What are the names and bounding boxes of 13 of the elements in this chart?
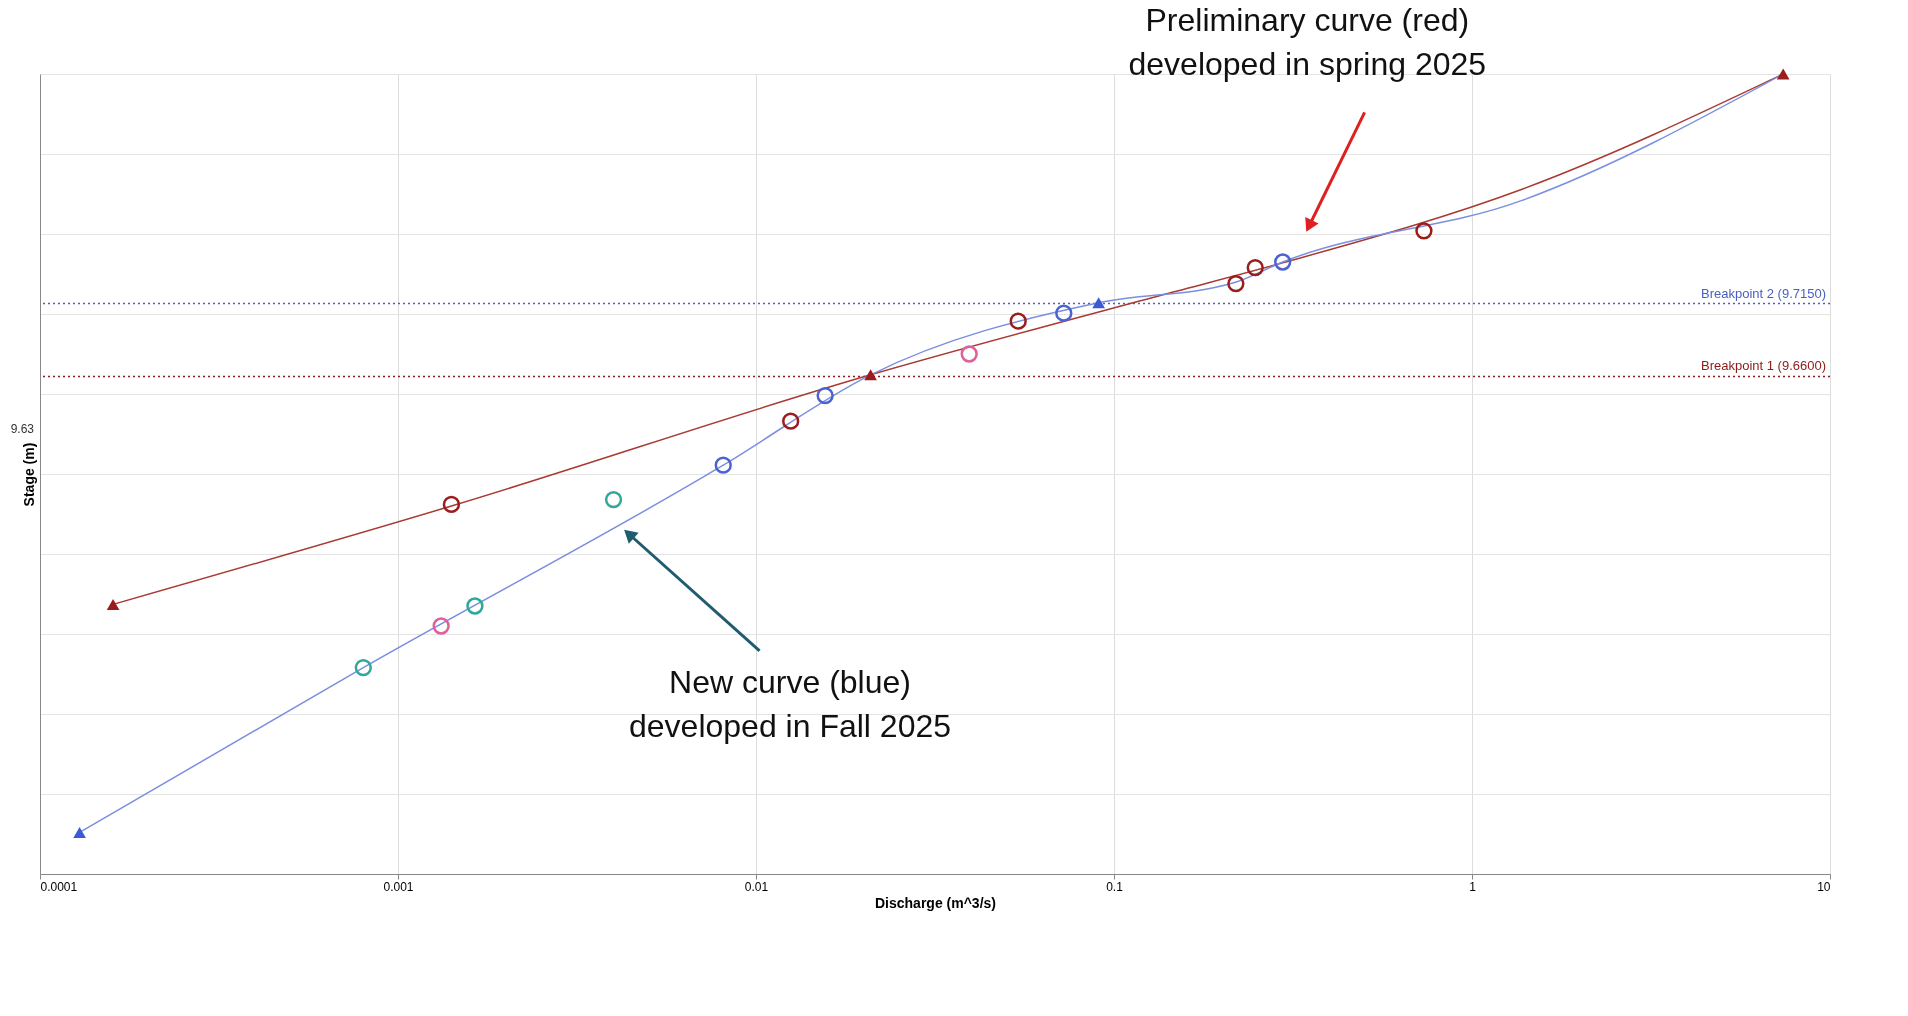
x-tick-label: 0.0001 [40,879,78,894]
text: 9.63 [10,422,35,437]
x-tick-label: 0.1 [1106,879,1124,894]
annotation: Preliminary curve (red) developed in spring 2025 [1128,2,1487,82]
ref-line-label: Breakpoint 1 (9.6600) [1700,358,1826,374]
ref-line-label: Breakpoint 2 (9.7150) [1700,285,1826,301]
x-axis-title: Discharge (m^3/s) [875,894,996,911]
x-tick-label: 1 [1469,879,1477,894]
x-tick-label: 0.01 [744,879,769,894]
x-tick-label: 10 [1817,879,1831,894]
annotation: New curve (blue) developed in Fall 2025 [629,663,952,744]
y-axis-title: Stage (m) [20,442,37,507]
x-tick-label: 0.001 [383,879,414,894]
